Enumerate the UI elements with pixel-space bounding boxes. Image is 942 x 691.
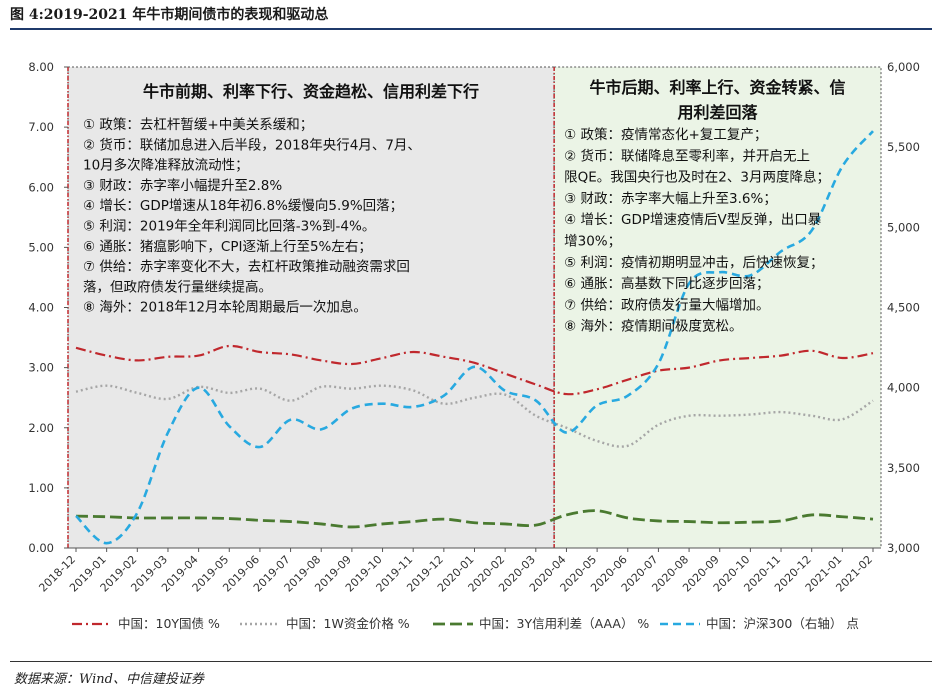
legend-label-3: 中国：沪深300（右轴） 点 bbox=[706, 616, 859, 631]
y-left-tick-label: 7.00 bbox=[28, 120, 54, 134]
annotation-right-line: 增30%； bbox=[564, 234, 621, 250]
y-left-tick-label: 5.00 bbox=[28, 240, 54, 254]
y-right-tick-label: 3,000 bbox=[887, 541, 920, 555]
annotation-left-line: ⑤ 利润：2019年全年利润同比回落-3%到-4%。 bbox=[83, 218, 375, 235]
y-right-tick-label: 4,000 bbox=[887, 381, 920, 395]
footer-rule bbox=[10, 661, 932, 662]
y-right-tick-label: 4,500 bbox=[887, 301, 920, 315]
series-line-3 bbox=[75, 130, 874, 545]
legend-label-1: 中国：1W资金价格 % bbox=[286, 616, 410, 631]
figure-title: 图 4:2019-2021 年牛市期间债市的表现和驱动总 bbox=[10, 7, 329, 23]
annotation-left-line: ② 货币：联储加息进入后半段，2018年央行4月、7月、 bbox=[83, 136, 421, 153]
y-right-tick-label: 3,500 bbox=[887, 461, 920, 475]
y-left-tick-label: 6.00 bbox=[28, 180, 54, 194]
annotation-left-line: 10月多次降准释放流动性； bbox=[83, 157, 249, 174]
y-right-tick-label: 5,500 bbox=[887, 140, 920, 154]
annotation-right-line: ② 货币：联储降息至零利率，并开启无上 bbox=[564, 147, 810, 164]
annotation-left-line: ① 政策：去杠杆暂缓+中美关系缓和； bbox=[83, 116, 313, 133]
series-line-0 bbox=[75, 344, 874, 396]
series-line-1 bbox=[75, 384, 874, 448]
y-left-tick-label: 0.00 bbox=[28, 541, 54, 555]
annotation-right-title: 牛市后期、利率上行、资金转紧、信 bbox=[590, 78, 846, 97]
y-left-tick-label: 1.00 bbox=[28, 481, 54, 495]
y-left-tick-label: 3.00 bbox=[28, 361, 54, 375]
annotation-right-line: ③ 财政：赤字率大幅上升至3.6%； bbox=[564, 190, 777, 207]
annotation-left-line: ③ 财政：赤字率小幅提升至2.8% bbox=[83, 177, 282, 194]
legend-label-0: 中国：10Y国债 % bbox=[118, 616, 220, 631]
series-line-2 bbox=[75, 509, 874, 529]
title-rule bbox=[10, 28, 932, 30]
legend: 中国：10Y国债 % 中国：1W资金价格 % 中国：3Y信用利差（AAA） % 中国：… bbox=[72, 616, 859, 631]
y-left-tick-label: 2.00 bbox=[28, 421, 54, 435]
series-layer bbox=[75, 130, 874, 545]
source-note: 数据来源：Wind、中信建投证券 bbox=[14, 672, 204, 687]
annotations-layer: 牛市前期、利率下行、资金趋松、信用利差下行 ① 政策：去杠杆暂缓+中美关系缓和； ②… bbox=[83, 78, 846, 335]
annotation-right-line: ⑥ 通胀：高基数下同比逐步回落； bbox=[564, 275, 769, 292]
y-left-tick-label: 8.00 bbox=[28, 60, 54, 74]
y-right-tick-label: 5,000 bbox=[887, 220, 920, 234]
annotation-left-line: ⑥ 通胀：猪瘟影响下，CPI逐渐上行至5%左右； bbox=[83, 238, 372, 255]
annotation-left-title: 牛市前期、利率下行、资金趋松、信用利差下行 bbox=[143, 82, 479, 101]
annotation-right-title: 用利差回落 bbox=[678, 103, 759, 122]
annotation-left-line: ⑧ 海外：2018年12月本轮周期最后一次加息。 bbox=[83, 299, 367, 316]
left-region bbox=[67, 66, 555, 549]
annotation-right-line: ⑦ 供给：政府债发行量大幅增加。 bbox=[564, 297, 769, 313]
annotation-left-line: ⑦ 供给：赤字率变化不大，去杠杆政策推动融资需求回 bbox=[83, 258, 410, 275]
annotation-right-line: ⑧ 海外：疫情期间极度宽松。 bbox=[564, 318, 742, 335]
annotation-right-line: ① 政策：疫情常态化+复工复产； bbox=[564, 126, 767, 143]
annotation-right-line: ⑤ 利润：疫情初期明显冲击，后快速恢复； bbox=[564, 254, 823, 271]
annotation-left-line: ④ 增长：GDP增速从18年初6.8%缓慢向5.9%回落； bbox=[83, 197, 403, 214]
legend-label-2: 中国：3Y信用利差（AAA） % bbox=[479, 616, 649, 631]
right-region bbox=[553, 66, 882, 549]
y-left-tick-label: 4.00 bbox=[28, 301, 54, 315]
annotation-right-line: ④ 增长：GDP增速疫情后V型反弹，出口暴 bbox=[564, 212, 822, 228]
chart: 0.00 1.00 2.00 3.00 4.00 5.00 6.00 7.00 8.00 3,00… bbox=[28, 60, 920, 631]
annotation-right-line: 限QE。我国央行也及时在2、3月两度降息； bbox=[564, 169, 830, 186]
y-right-tick-label: 6,000 bbox=[887, 60, 920, 74]
annotation-left-line: 落，但政府债发行量继续提高。 bbox=[83, 278, 272, 295]
